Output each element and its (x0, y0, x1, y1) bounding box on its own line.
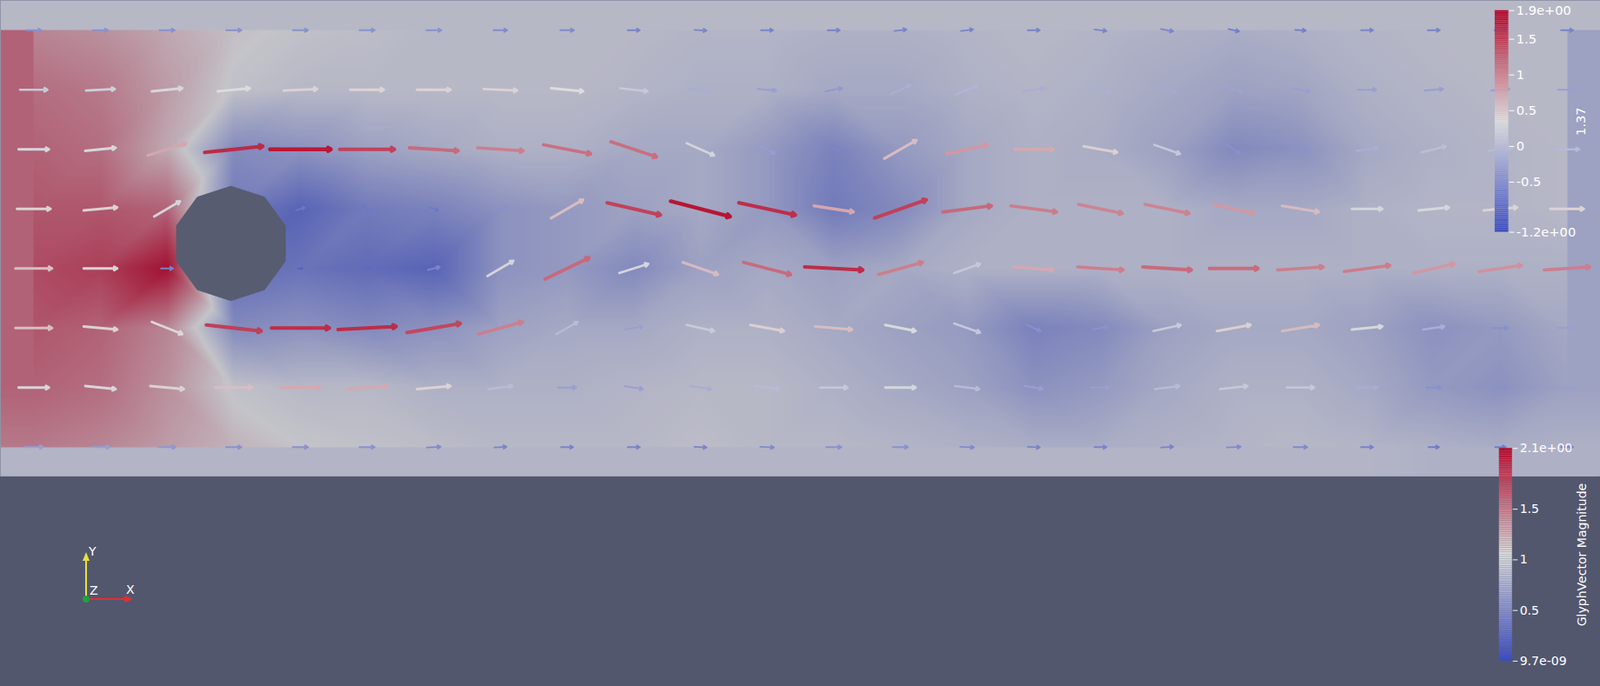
svg-text:Z: Z (89, 583, 99, 598)
svg-text:-0.5: -0.5 (1516, 173, 1542, 189)
svg-text:1: 1 (1516, 66, 1525, 82)
svg-text:1.5: 1.5 (1520, 501, 1540, 516)
svg-text:0: 0 (1516, 138, 1525, 154)
svg-text:GlyphVector Magnitude: GlyphVector Magnitude (1574, 483, 1589, 627)
svg-text:0.5: 0.5 (1520, 603, 1540, 618)
svg-text:Y: Y (87, 544, 97, 559)
svg-text:0.5: 0.5 (1516, 102, 1537, 118)
svg-text:2.1e+00: 2.1e+00 (1520, 440, 1574, 455)
svg-text:1.37: 1.37 (1573, 106, 1588, 136)
svg-text:X: X (126, 582, 135, 597)
svg-text:1: 1 (1520, 552, 1528, 567)
svg-text:9.7e-09: 9.7e-09 (1520, 653, 1567, 668)
svg-text:1.9e+00: 1.9e+00 (1516, 2, 1572, 18)
svg-text:1.5: 1.5 (1516, 31, 1537, 47)
svg-text:-1.2e+00: -1.2e+00 (1516, 224, 1576, 240)
